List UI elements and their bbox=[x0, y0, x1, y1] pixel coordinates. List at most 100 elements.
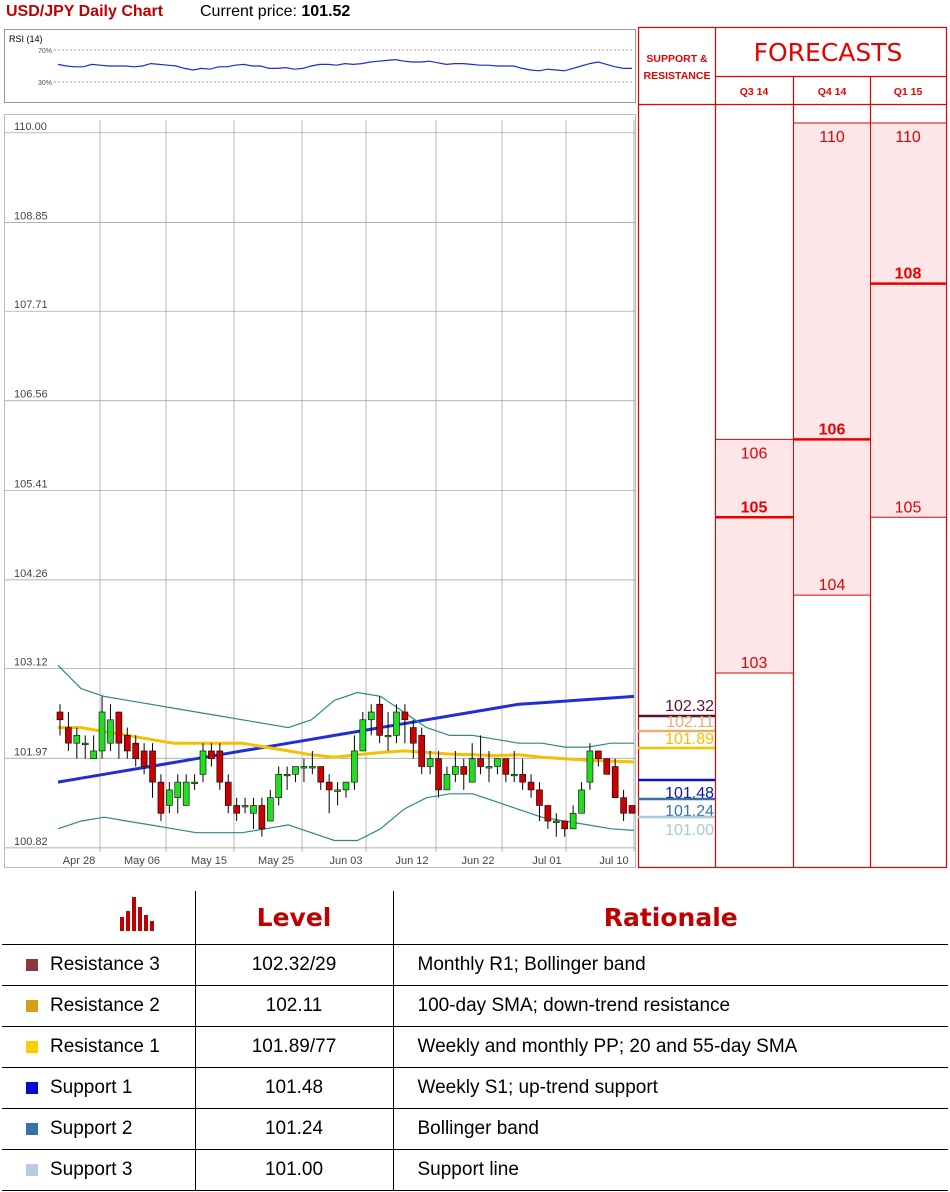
forecast-mid-label: 105 bbox=[741, 499, 768, 516]
candle-body bbox=[309, 766, 316, 769]
price-value: 101.52 bbox=[301, 3, 351, 20]
bar-chart-icon bbox=[120, 897, 156, 937]
sr-level-label: 102.11 bbox=[666, 714, 714, 731]
indicator-line-4 bbox=[57, 793, 635, 842]
candle-body bbox=[485, 766, 493, 769]
candle-body bbox=[452, 766, 459, 775]
date-tick-label: Jun 03 bbox=[329, 855, 362, 867]
level-name: Support 1 bbox=[50, 1076, 133, 1098]
candle-body bbox=[199, 750, 207, 775]
level-swatch bbox=[26, 1081, 38, 1094]
date-tick-label: May 15 bbox=[191, 855, 227, 867]
candle-body bbox=[460, 766, 468, 775]
candle-body bbox=[527, 781, 535, 791]
candle-body bbox=[157, 781, 165, 814]
table-header-row: Level Rationale bbox=[2, 891, 948, 945]
price-tick-label: 104.26 bbox=[14, 568, 48, 580]
date-tick-label: Apr 28 bbox=[63, 855, 95, 867]
quarter-label: Q3 14 bbox=[740, 86, 769, 98]
candle-body bbox=[90, 750, 97, 760]
candle-body bbox=[586, 750, 594, 783]
candle-body bbox=[275, 774, 283, 798]
candle-body bbox=[81, 742, 89, 745]
candle-body bbox=[367, 711, 375, 721]
candle-body bbox=[123, 735, 131, 752]
level-swatch bbox=[26, 1163, 38, 1176]
level-rationale: Monthly R1; Bollinger band bbox=[393, 944, 948, 986]
table-row: Support 2 101.24 Bollinger band bbox=[2, 1108, 948, 1150]
candle-body bbox=[300, 766, 308, 769]
candle-body bbox=[166, 789, 173, 806]
levels-table: Level Rationale Resistance 3 102.32/29 Mon… bbox=[2, 891, 948, 1191]
candle-body bbox=[401, 711, 409, 721]
level-value: 102.11 bbox=[195, 985, 394, 1027]
candle-body bbox=[73, 735, 81, 744]
candle-body bbox=[224, 781, 232, 806]
candle-body bbox=[182, 781, 190, 806]
candle-body bbox=[544, 805, 552, 822]
candle-body bbox=[115, 711, 123, 744]
price-tick-label: 110.00 bbox=[14, 121, 47, 133]
candle-body bbox=[342, 781, 350, 791]
candle-body bbox=[561, 820, 569, 830]
chart-header: USD/JPY Daily Chart Current price: 101.5… bbox=[0, 0, 636, 26]
candle-body bbox=[56, 711, 64, 721]
price-label: Current price: bbox=[200, 3, 297, 20]
level-name: Support 2 bbox=[50, 1117, 133, 1139]
candle-body bbox=[409, 727, 417, 744]
candle-body bbox=[502, 758, 510, 775]
indicator-line-3 bbox=[57, 664, 634, 748]
level-rationale: Support line bbox=[393, 1149, 948, 1191]
candle-body bbox=[376, 703, 383, 736]
level-name-cell: Support 2 bbox=[2, 1108, 196, 1150]
candle-body bbox=[283, 774, 291, 777]
table-row: Resistance 3 102.32/29 Monthly R1; Bolling… bbox=[2, 944, 948, 986]
level-value: 101.00 bbox=[195, 1149, 394, 1191]
level-swatch bbox=[26, 1122, 38, 1135]
level-name-cell: Resistance 1 bbox=[2, 1026, 196, 1068]
quarter-label: Q4 14 bbox=[818, 86, 847, 98]
candle-body bbox=[65, 727, 72, 744]
sr-header-line2: RESISTANCE bbox=[644, 70, 711, 82]
forecast-low-label: 105 bbox=[895, 499, 922, 516]
date-tick-label: May 06 bbox=[124, 855, 160, 867]
rsi-line bbox=[57, 58, 632, 72]
forecast-high-label: 110 bbox=[819, 129, 845, 146]
forecast-range-box bbox=[871, 123, 946, 518]
date-tick-label: Jun 22 bbox=[461, 855, 494, 867]
candle-body bbox=[393, 711, 400, 736]
candle-body bbox=[435, 758, 442, 791]
candle-body bbox=[510, 774, 518, 777]
level-swatch bbox=[26, 999, 38, 1012]
candle-body bbox=[569, 812, 577, 830]
candle-body bbox=[132, 742, 140, 760]
candle-body bbox=[603, 758, 611, 775]
candle-body bbox=[149, 750, 156, 783]
candle-body bbox=[334, 789, 341, 792]
forecast-mid-label: 108 bbox=[895, 266, 922, 283]
date-tick-label: Jun 12 bbox=[395, 855, 428, 867]
candle-body bbox=[250, 805, 257, 814]
candle-body bbox=[494, 758, 501, 767]
level-name: Resistance 1 bbox=[50, 1035, 160, 1057]
price-tick-label: 103.12 bbox=[14, 657, 48, 669]
candle-body bbox=[418, 735, 426, 767]
forecast-range-box bbox=[794, 123, 870, 596]
forecast-low-label: 104 bbox=[819, 577, 846, 594]
candle-body bbox=[233, 805, 240, 814]
chart-title: USD/JPY Daily Chart bbox=[6, 3, 164, 20]
price-tick-label: 106.56 bbox=[14, 389, 48, 401]
price-tick-label: 108.85 bbox=[14, 210, 48, 222]
sr-level-label: 101.89 bbox=[665, 731, 714, 748]
level-rationale: Bollinger band bbox=[393, 1108, 948, 1150]
forecast-range-box bbox=[716, 439, 793, 674]
candle-body bbox=[325, 781, 333, 791]
rsi-title: RSI (14) bbox=[9, 34, 43, 44]
rsi-tick-label: 30% bbox=[38, 80, 52, 87]
rsi-panel-border bbox=[4, 29, 636, 103]
date-tick-label: Jul 10 bbox=[599, 855, 628, 867]
level-rationale: 100-day SMA; down-trend resistance bbox=[393, 985, 948, 1027]
date-tick-label: Jul 01 bbox=[532, 855, 561, 867]
table-row: Support 1 101.48 Weekly S1; up-trend suppo… bbox=[2, 1067, 948, 1109]
indicator-line-2 bbox=[58, 726, 635, 764]
